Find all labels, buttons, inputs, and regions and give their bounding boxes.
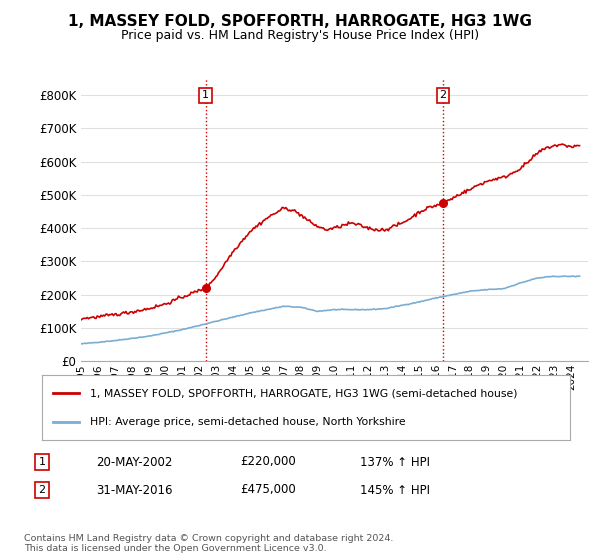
Text: Price paid vs. HM Land Registry's House Price Index (HPI): Price paid vs. HM Land Registry's House … xyxy=(121,29,479,42)
Text: 2: 2 xyxy=(439,90,446,100)
Text: 137% ↑ HPI: 137% ↑ HPI xyxy=(360,455,430,469)
Text: 2: 2 xyxy=(38,485,46,495)
Text: £220,000: £220,000 xyxy=(240,455,296,469)
Text: 20-MAY-2002: 20-MAY-2002 xyxy=(96,455,172,469)
Text: Contains HM Land Registry data © Crown copyright and database right 2024.
This d: Contains HM Land Registry data © Crown c… xyxy=(24,534,394,553)
Text: HPI: Average price, semi-detached house, North Yorkshire: HPI: Average price, semi-detached house,… xyxy=(89,417,405,427)
Text: 1: 1 xyxy=(38,457,46,467)
Text: 1: 1 xyxy=(202,90,209,100)
Text: 1, MASSEY FOLD, SPOFFORTH, HARROGATE, HG3 1WG (semi-detached house): 1, MASSEY FOLD, SPOFFORTH, HARROGATE, HG… xyxy=(89,388,517,398)
Text: 145% ↑ HPI: 145% ↑ HPI xyxy=(360,483,430,497)
Text: 1, MASSEY FOLD, SPOFFORTH, HARROGATE, HG3 1WG: 1, MASSEY FOLD, SPOFFORTH, HARROGATE, HG… xyxy=(68,14,532,29)
Text: 31-MAY-2016: 31-MAY-2016 xyxy=(96,483,173,497)
Text: £475,000: £475,000 xyxy=(240,483,296,497)
